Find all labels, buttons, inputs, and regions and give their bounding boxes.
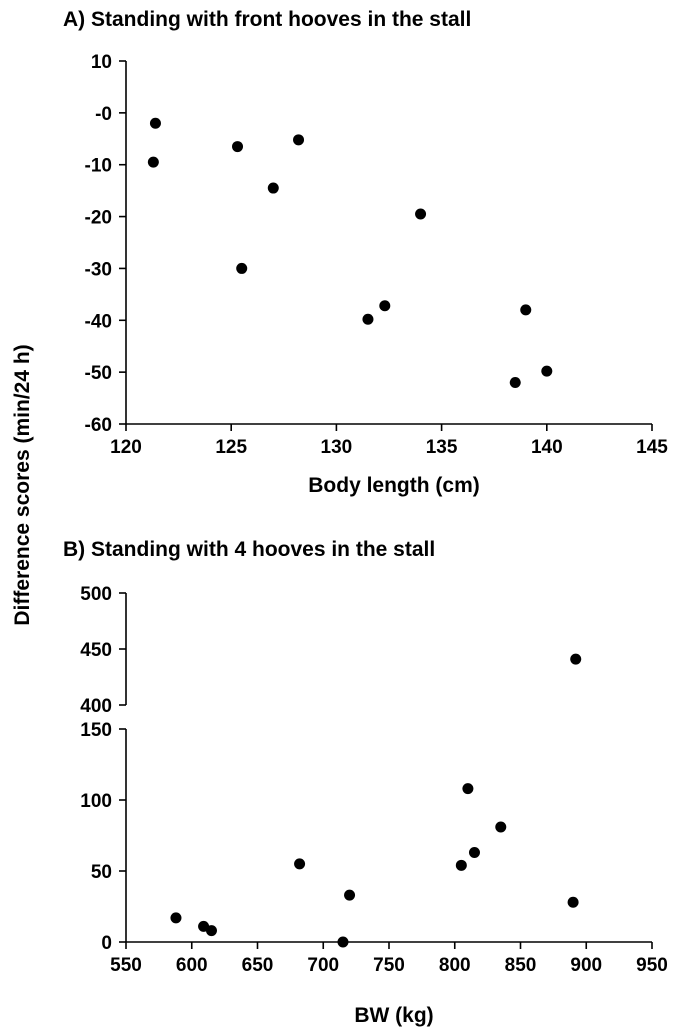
panel-b-data-point bbox=[495, 821, 507, 833]
panel-b-x-tick-label: 700 bbox=[307, 955, 339, 976]
panel-a-y-tick-label: -10 bbox=[85, 156, 112, 177]
panel-a-y-tick-label: -20 bbox=[85, 208, 112, 229]
panel-b-x-tick-label: 750 bbox=[373, 955, 405, 976]
panel-b-data-point bbox=[344, 889, 356, 901]
panel-b: B) Standing with 4 hooves in the stall 4… bbox=[63, 538, 668, 1027]
panel-b-data-point bbox=[170, 912, 182, 924]
panel-a-x-tick-label: 125 bbox=[215, 437, 247, 458]
panel-a-x-tick-label: 120 bbox=[110, 437, 142, 458]
panel-a-x-tick-label: 140 bbox=[531, 437, 563, 458]
panel-a-y-tick-label: -30 bbox=[85, 259, 112, 280]
panel-a: A) Standing with front hooves in the sta… bbox=[63, 8, 668, 497]
panel-b-x-tick-label: 550 bbox=[110, 955, 142, 976]
panel-b-data-point bbox=[468, 847, 480, 859]
panel-b-data-point bbox=[462, 783, 474, 795]
panel-a-x-tick-label: 130 bbox=[321, 437, 353, 458]
panel-b-x-tick-label: 850 bbox=[505, 955, 537, 976]
panel-b-data-point bbox=[205, 925, 217, 937]
panel-a-data-point bbox=[267, 182, 279, 194]
panel-a-data-point bbox=[379, 300, 391, 312]
panel-a-points bbox=[147, 117, 553, 389]
panel-a-y-tick-label: -60 bbox=[85, 415, 112, 436]
panel-a-data-point bbox=[147, 156, 159, 168]
panel-a-data-point bbox=[232, 141, 244, 153]
panel-a-y-tick-label: -40 bbox=[85, 311, 112, 332]
panel-b-axes: 400 450 500 0 50 100 150 550 600 650 700 750 800 850 9… bbox=[80, 584, 668, 976]
panel-a-x-tick-label: 135 bbox=[426, 437, 458, 458]
panel-b-x-axis-label: BW (kg) bbox=[354, 1004, 433, 1027]
panel-a-y-tick-label: -50 bbox=[85, 363, 112, 384]
panel-b-data-point bbox=[337, 936, 349, 948]
panel-b-data-point bbox=[294, 858, 306, 870]
panel-a-data-point bbox=[520, 304, 532, 316]
panel-b-x-tick-label: 950 bbox=[636, 955, 668, 976]
panel-b-y-tick-lower-label: 150 bbox=[80, 720, 112, 741]
panel-b-x-tick-label: 650 bbox=[242, 955, 274, 976]
panel-b-x-tick-label: 900 bbox=[570, 955, 602, 976]
panel-a-data-point bbox=[509, 377, 521, 389]
panel-b-data-point bbox=[455, 859, 467, 871]
panel-b-y-tick-upper-label: 500 bbox=[80, 584, 112, 605]
panel-a-x-axis-label: Body length (cm) bbox=[308, 474, 480, 497]
panel-a-data-point bbox=[149, 117, 161, 129]
panel-b-title: B) Standing with 4 hooves in the stall bbox=[63, 538, 435, 561]
panel-a-y-tick-label: -0 bbox=[95, 104, 112, 125]
panel-b-y-tick-upper-label: 400 bbox=[80, 696, 112, 717]
panel-b-points bbox=[170, 653, 582, 948]
panel-b-y-tick-lower-label: 50 bbox=[91, 862, 112, 883]
panel-a-y-tick-label: 10 bbox=[91, 52, 112, 73]
panel-b-y-tick-upper-label: 450 bbox=[80, 640, 112, 661]
panel-a-data-point bbox=[362, 313, 374, 325]
panel-a-title: A) Standing with front hooves in the sta… bbox=[63, 8, 471, 31]
panel-a-data-point bbox=[541, 365, 553, 377]
panel-b-x-tick-label: 600 bbox=[176, 955, 208, 976]
panel-b-y-tick-lower-label: 0 bbox=[101, 933, 112, 954]
panel-b-x-tick-label: 800 bbox=[439, 955, 471, 976]
panel-a-data-point bbox=[293, 134, 305, 146]
panel-a-data-point bbox=[236, 262, 248, 274]
shared-y-axis-label: Difference scores (min/24 h) bbox=[11, 344, 34, 625]
panel-b-y-tick-lower-label: 100 bbox=[80, 791, 112, 812]
panel-a-x-tick-label: 145 bbox=[636, 437, 668, 458]
panel-b-data-point bbox=[570, 653, 582, 665]
panel-b-data-point bbox=[567, 896, 579, 908]
panel-a-data-point bbox=[415, 208, 427, 220]
